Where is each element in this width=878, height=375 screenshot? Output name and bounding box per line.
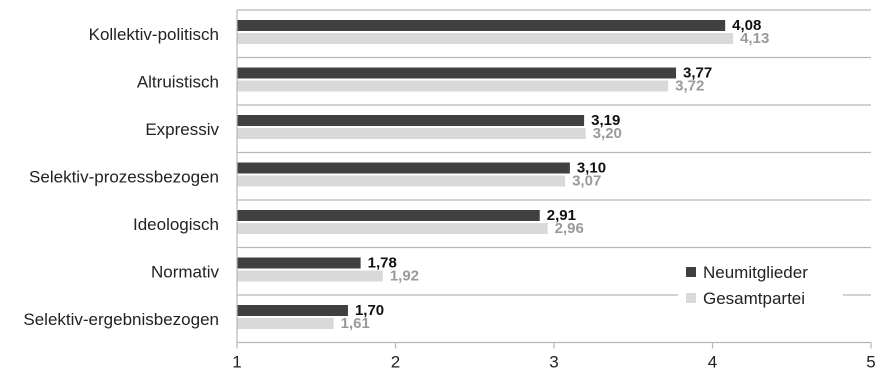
value-label: 3,20 xyxy=(593,125,622,142)
legend-label-gesamtpartei: Gesamtpartei xyxy=(703,289,805,308)
value-label: 1,70 xyxy=(355,302,384,319)
x-tick-label: 5 xyxy=(866,353,875,372)
bar-neumitglieder xyxy=(237,210,540,221)
x-axis: 1 2 3 4 5 xyxy=(232,10,876,372)
bar-neumitglieder xyxy=(237,67,677,79)
category-labels: Kollektiv-politisch Altruistisch Expressiv… xyxy=(23,25,219,329)
value-label: 3,72 xyxy=(675,78,704,95)
legend: Neumitglieder Gesamtpartei xyxy=(678,258,843,314)
x-tick-label: 4 xyxy=(708,353,717,372)
value-label: 3,10 xyxy=(577,160,606,177)
value-label: 3,07 xyxy=(572,173,601,190)
bar-neumitglieder xyxy=(237,115,585,126)
category-label: Normativ xyxy=(151,262,220,281)
x-tick-label: 2 xyxy=(391,353,400,372)
legend-swatch-gesamtpartei xyxy=(686,293,696,303)
legend-swatch-neumitglieder xyxy=(686,267,696,277)
value-label: 4,08 xyxy=(732,17,761,34)
bar-gesamtpartei xyxy=(237,33,734,44)
bar-gesamtpartei xyxy=(237,80,669,92)
bar-neumitglieder xyxy=(237,20,726,31)
value-label: 3,19 xyxy=(591,112,620,129)
value-label: 1,78 xyxy=(368,255,397,272)
bar-neumitglieder xyxy=(237,162,570,174)
value-labels: 4,084,13 3,773,72 3,193,20 3,103,07 2,912,96… xyxy=(341,17,770,332)
category-label: Selektiv-prozessbezogen xyxy=(29,167,219,186)
x-tick-label: 3 xyxy=(549,353,558,372)
category-label: Kollektiv-politisch xyxy=(89,25,219,44)
value-label: 1,92 xyxy=(390,268,419,285)
legend-background xyxy=(678,258,843,314)
category-label: Selektiv-ergebnisbezogen xyxy=(23,310,219,329)
category-label: Ideologisch xyxy=(133,215,219,234)
value-label: 4,13 xyxy=(740,30,769,47)
bar-gesamtpartei xyxy=(237,270,383,282)
bar-gesamtpartei xyxy=(237,175,566,187)
bars xyxy=(237,20,734,329)
x-tick-label: 1 xyxy=(232,353,241,372)
grid-lines xyxy=(237,9,871,344)
legend-label-neumitglieder: Neumitglieder xyxy=(703,263,808,282)
bar-gesamtpartei xyxy=(237,318,334,329)
bar-neumitglieder xyxy=(237,257,361,269)
bar-gesamtpartei xyxy=(237,128,586,139)
category-label: Expressiv xyxy=(145,120,219,139)
category-label: Altruistisch xyxy=(137,72,219,91)
value-label: 2,91 xyxy=(547,207,576,224)
value-label: 2,96 xyxy=(555,220,584,237)
value-label: 1,61 xyxy=(341,315,370,332)
bar-neumitglieder xyxy=(237,305,348,316)
bar-gesamtpartei xyxy=(237,223,548,234)
value-label: 3,77 xyxy=(683,65,712,82)
